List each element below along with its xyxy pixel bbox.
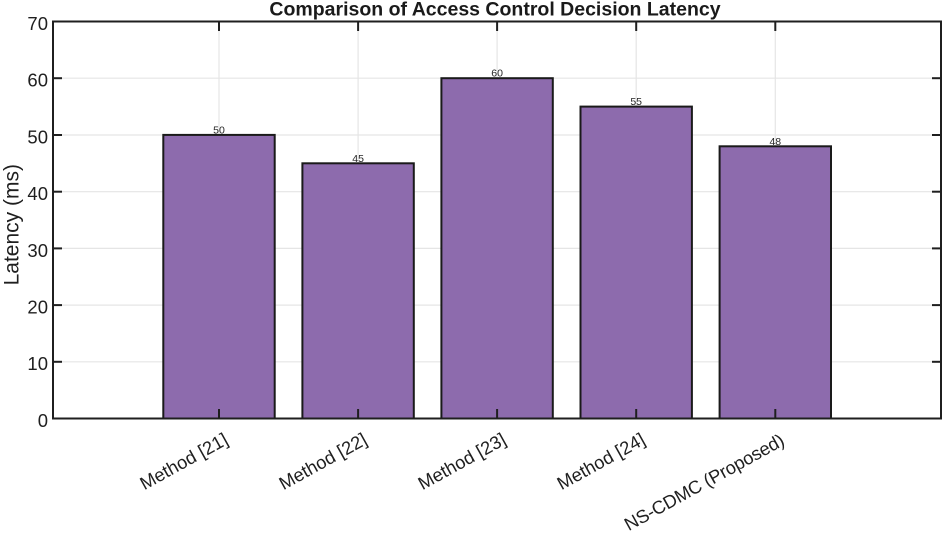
svg-text:70: 70 [27,13,48,34]
svg-text:45: 45 [352,153,364,165]
svg-text:50: 50 [27,126,48,147]
svg-text:40: 40 [27,183,48,204]
svg-text:55: 55 [630,96,642,108]
svg-text:Latency (ms): Latency (ms) [1,164,24,285]
svg-text:0: 0 [38,410,48,431]
svg-text:Comparison of Access Control D: Comparison of Access Control Decision La… [269,0,720,21]
svg-text:48: 48 [769,136,781,148]
svg-text:60: 60 [27,70,48,91]
svg-text:30: 30 [27,240,48,261]
svg-text:10: 10 [27,353,48,374]
svg-text:50: 50 [213,124,225,136]
svg-text:20: 20 [27,297,48,318]
svg-text:60: 60 [491,68,503,80]
